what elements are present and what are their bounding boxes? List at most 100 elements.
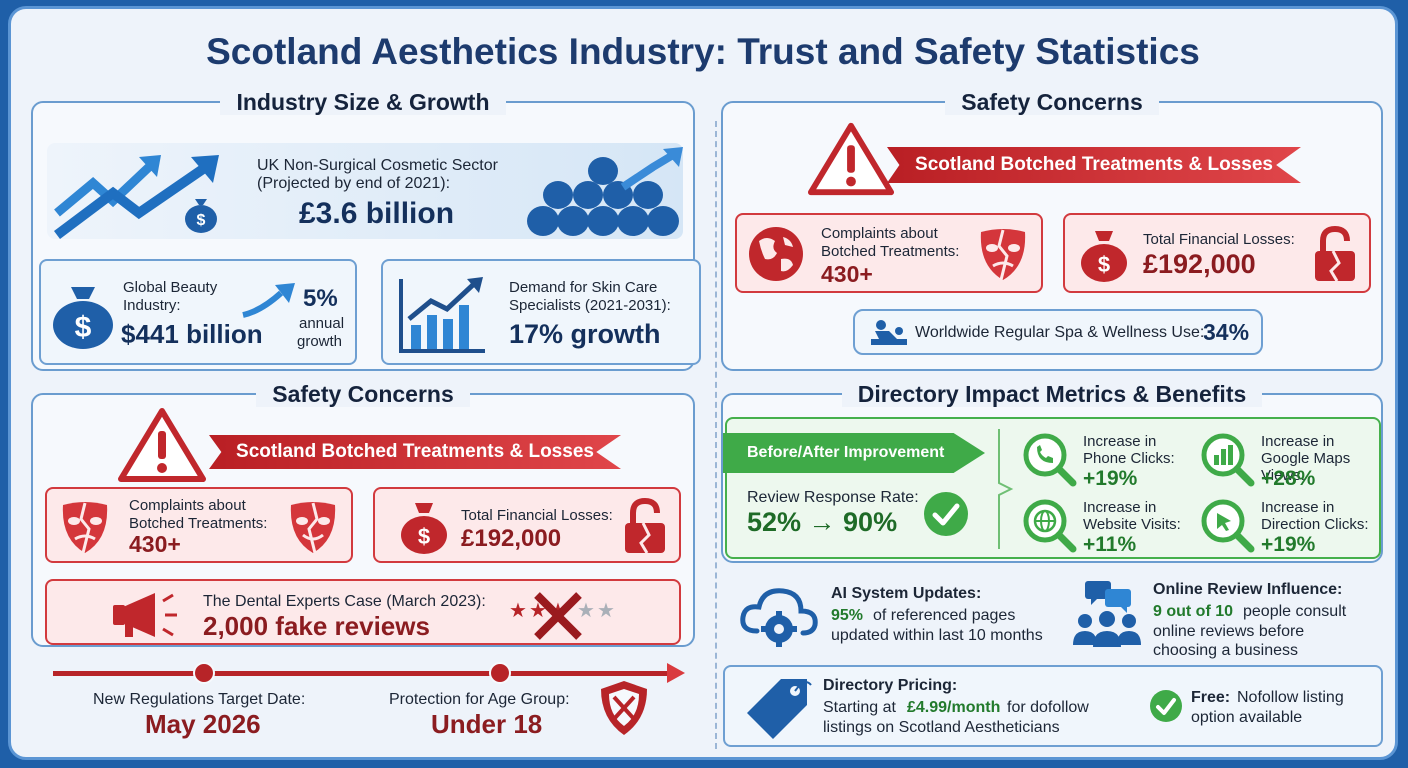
phone-clicks-value: +19% [1083,467,1138,490]
ai-updates-title: AI System Updates: [831,585,982,602]
shield-icon [601,681,647,735]
money-bag-icon: $ [1081,231,1127,282]
direction-clicks-label-2: Direction Clicks: [1261,516,1369,533]
regulations-value: May 2026 [145,709,261,739]
people-chat-icon [1073,581,1141,647]
website-visits-value: +11% [1083,533,1137,556]
money-bags-pile-icon [527,147,683,236]
svg-text:$: $ [75,311,92,344]
safety-right-panel: Safety Concerns Scotland Botched Treatme… [721,89,1383,371]
website-visits-label-2: Website Visits: [1083,516,1181,533]
timeline-dot-age [489,662,511,684]
svg-text:$: $ [1098,252,1110,277]
global-growth-value: 5% [303,285,338,312]
complaints-right-label-2: Botched Treatments: [821,243,960,260]
svg-text:★: ★ [509,598,527,622]
spa-use-value: 34% [1203,319,1250,345]
skin-care-value: 17% growth [509,319,661,349]
complaints-right-label-1: Complaints about [821,225,938,242]
svg-text:$: $ [197,212,206,229]
spa-use-label: Worldwide Regular Spa & Wellness Use: [915,324,1205,341]
crossed-stars-icon: ★ ★ ★ ★ ★ [509,592,615,640]
skin-care-label-2: Specialists (2021-2031): [509,297,671,314]
uk-sector-label-2: (Projected by end of 2021): [257,175,451,192]
pricing-line-1a: Starting at [823,699,896,716]
broken-lock-icon [625,497,665,554]
complaints-card-right: Complaints about Botched Treatments: 430… [735,213,1043,293]
complaints-right-value: 430+ [821,261,873,287]
checkmark-icon [924,492,968,536]
phone-clicks-label-2: Phone Clicks: [1083,450,1175,467]
spa-use-card: Worldwide Regular Spa & Wellness Use: 34… [853,309,1263,355]
cursor-search-icon [1201,499,1255,553]
losses-left-label: Total Financial Losses: [461,507,613,524]
industry-panel: Industry Size & Growth $ UK Non-Surgical… [31,89,701,371]
globe-icon [749,227,803,281]
svg-text:★: ★ [597,598,615,622]
safety-right-heading: Safety Concerns [945,89,1159,115]
free-line-1: Nofollow listing [1237,689,1344,706]
pricing-line-1c: for dofollow [1007,699,1089,716]
cloud-gear-icon [740,588,818,647]
review-influence-highlight: 9 out of 10 [1153,603,1234,620]
safety-left-heading: Safety Concerns [256,381,470,407]
global-growth-label-1: annual [299,315,345,332]
broken-mask-icon [290,502,336,554]
direction-clicks-value: +19% [1261,533,1316,556]
losses-card-right: $ Total Financial Losses: £192,000 [1063,213,1371,293]
chart-search-icon [1201,433,1255,487]
website-visits-label-1: Increase in [1083,499,1157,516]
review-influence-line-2: online reviews before [1153,623,1305,640]
trend-arrow-icon [242,283,295,318]
broken-mask-icon [62,502,108,554]
bar-chart-icon [399,277,485,353]
infographic-frame: Scotland Aesthetics Industry: Trust and … [8,6,1398,760]
spa-massage-icon [871,320,907,345]
safety-right-ribbon: Scotland Botched Treatments & Losses [887,147,1301,183]
svg-text:$: $ [418,524,430,549]
ai-updates-pct: 95% [831,607,864,624]
global-beauty-card: $ Global Beauty Industry: $441 billion 5… [39,259,357,365]
age-group-value: Under 18 [431,709,543,739]
price-tag-icon [747,679,812,739]
pricing-title: Directory Pricing: [823,677,958,694]
safety-left-panel: Safety Concerns Scotland Botched Treatme… [31,381,695,647]
pricing-line-2: listings on Scotland Aestheticians [823,719,1060,736]
timeline-dot-regulations [193,662,215,684]
ai-updates-line-2: updated within last 10 months [831,627,1043,644]
safety-left-ribbon: Scotland Botched Treatments & Losses [209,435,621,469]
dental-case-label: The Dental Experts Case (March 2023): [203,593,486,610]
before-after-arrow: Before/After Improvement [723,433,985,473]
global-beauty-label-1: Global Beauty [123,279,218,296]
uk-sector-value: £3.6 billion [299,197,455,230]
review-influence-line-3: choosing a business [1153,642,1298,659]
broken-lock-icon [1315,225,1355,282]
losses-card-left: $ Total Financial Losses: £192,000 [373,487,681,563]
losses-left-value: £192,000 [461,525,562,552]
ai-updates-line-1: of referenced pages [873,607,1016,624]
phone-clicks-label-1: Increase in [1083,433,1157,450]
global-beauty-value: $441 billion [121,319,263,349]
free-title: Free: [1191,689,1231,706]
uk-sector-label-1: UK Non-Surgical Cosmetic Sector [257,157,498,174]
column-divider [715,121,717,749]
phone-search-icon [1023,433,1077,487]
money-bag-icon: $ [53,287,113,349]
warning-icon [118,408,206,482]
review-rate-label: Review Response Rate: [747,489,919,506]
svg-text:★: ★ [577,598,595,622]
review-influence-title: Online Review Influence: [1153,581,1343,598]
losses-right-value: £192,000 [1143,249,1256,279]
losses-right-label: Total Financial Losses: [1143,231,1295,248]
globe-search-icon [1023,499,1077,553]
broken-mask-icon [980,229,1026,281]
bracket-divider [998,429,1014,549]
global-beauty-label-2: Industry: [123,297,181,314]
money-bag-icon: $ [185,199,217,233]
skin-care-card: Demand for Skin Care Specialists (2021-2… [381,259,701,365]
page-title: Scotland Aesthetics Industry: Trust and … [206,31,1200,72]
maps-views-value: +28% [1261,467,1316,490]
free-line-2: option available [1191,709,1303,726]
warning-icon [807,122,895,196]
direction-clicks-label-1: Increase in [1261,499,1335,516]
